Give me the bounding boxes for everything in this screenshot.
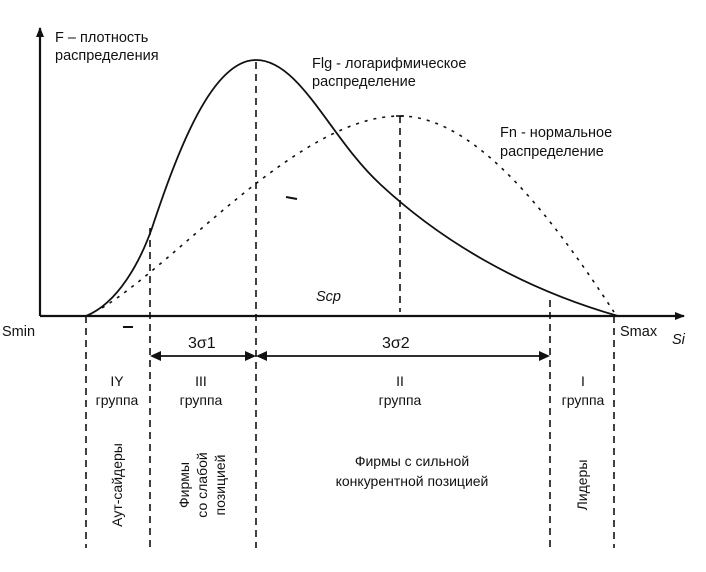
sigma1-label: 3σ1 [188,335,216,352]
normal-label-line2: распределение [500,144,604,160]
boundary-lines [85,62,615,548]
group-iii-desc-line1: Фирмы [176,462,192,508]
group-iv: IY группа Аут-сайдеры [96,373,139,527]
stray-mark-1 [285,196,298,200]
sigma2-arrow-left-head [256,351,267,361]
sigma1-arrow-right-head [245,351,256,361]
x-min-label: Smin [2,324,35,340]
group-iv-word: группа [96,392,139,408]
y-axis-label-line1: F – плотность [55,30,148,46]
lognormal-curve [85,59,619,317]
group-i: I группа Лидеры [562,373,605,510]
group-ii: II группа Фирмы с сильной конкурентной п… [336,373,489,489]
sigma2-interval: 3σ2 [256,335,550,361]
sigma1-arrow-left-head [150,351,161,361]
group-ii-desc-line2: конкурентной позицией [336,473,489,489]
lognormal-label-line1: Flg - логарифмическое [312,56,466,72]
normal-label-line1: Fn - нормальное [500,125,612,141]
group-iii-desc-line3: позицией [212,455,228,516]
group-ii-word: группа [379,392,422,408]
group-iii-roman: III [195,373,207,389]
y-axis-label-line2: распределения [55,48,159,64]
lognormal-label-line2: распределение [312,74,416,90]
sigma2-label: 3σ2 [382,335,410,352]
group-iii-word: группа [180,392,223,408]
group-ii-desc-line1: Фирмы с сильной [355,453,469,469]
group-ii-roman: II [396,373,404,389]
group-iv-roman: IY [110,373,124,389]
x-axis-label: Si [672,332,686,348]
mean-label: Scp [316,289,341,305]
sigma1-interval: 3σ1 [150,335,256,361]
group-iv-desc: Аут-сайдеры [109,443,125,527]
x-max-label: Smax [620,324,658,340]
group-i-roman: I [581,373,585,389]
group-i-desc: Лидеры [574,460,590,511]
group-i-word: группа [562,392,605,408]
normal-curve [101,115,615,313]
group-iii: III группа Фирмы со слабой позицией [176,373,228,518]
group-iii-desc-line2: со слабой [194,452,210,517]
sigma2-arrow-right-head [539,351,550,361]
